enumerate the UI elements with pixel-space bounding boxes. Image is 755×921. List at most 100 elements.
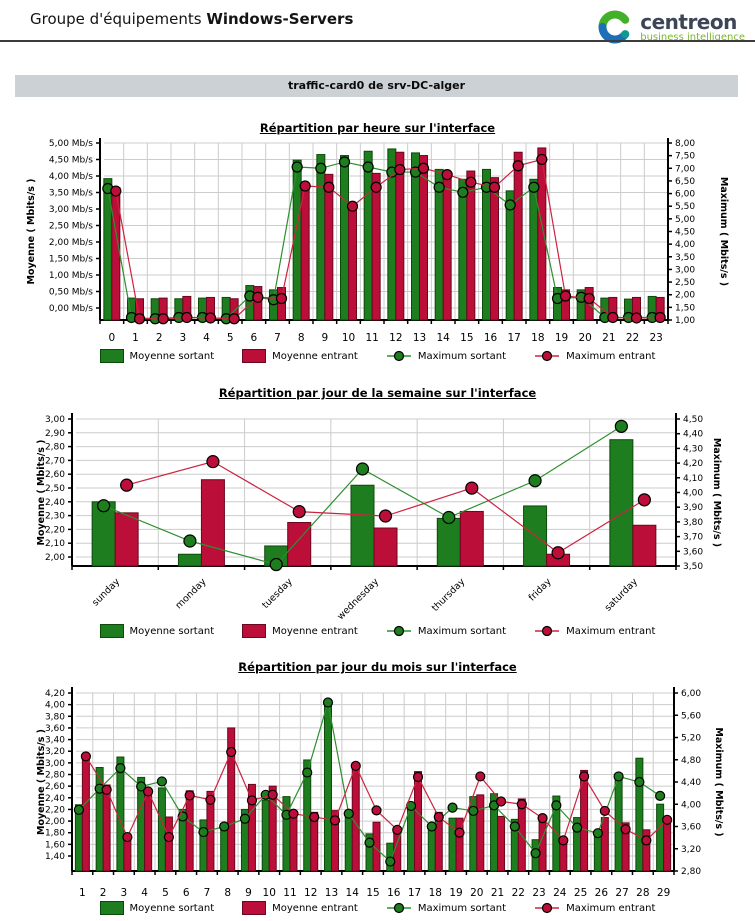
svg-text:3: 3 [179, 332, 186, 344]
svg-text:6,00: 6,00 [681, 689, 701, 699]
svg-text:7: 7 [204, 887, 211, 898]
svg-text:24: 24 [553, 887, 567, 898]
svg-text:4,50 Mb/s: 4,50 Mb/s [49, 156, 93, 166]
svg-text:27: 27 [615, 887, 628, 898]
svg-text:19: 19 [449, 887, 462, 898]
legend-label: Maximum entrant [566, 625, 656, 637]
svg-text:Maximum ( Mbits/s ): Maximum ( Mbits/s ) [713, 727, 724, 836]
logo-text: centreon business intelligence [640, 12, 745, 43]
svg-text:4,00: 4,00 [683, 489, 703, 499]
svg-text:2,50: 2,50 [675, 278, 695, 288]
legend-item-moyenne-entrant: Moyenne entrant [242, 901, 358, 915]
svg-text:29: 29 [657, 887, 670, 898]
svg-text:3,00: 3,00 [675, 265, 695, 275]
svg-text:2,20: 2,20 [45, 525, 65, 535]
svg-text:2,40: 2,40 [45, 498, 65, 508]
legend-line-icon [535, 350, 560, 362]
svg-text:5,20: 5,20 [681, 734, 701, 744]
svg-text:2,50 Mb/s: 2,50 Mb/s [49, 222, 93, 232]
svg-text:22: 22 [626, 332, 639, 344]
svg-text:Maximum ( Mbits/s ): Maximum ( Mbits/s ) [711, 438, 722, 547]
legend-label: Maximum sortant [417, 902, 507, 914]
svg-text:2,60: 2,60 [45, 782, 65, 792]
svg-text:2,20: 2,20 [45, 805, 65, 815]
svg-text:15: 15 [366, 887, 379, 898]
svg-text:7,00: 7,00 [675, 164, 695, 174]
svg-text:3,20: 3,20 [681, 845, 701, 855]
svg-text:16: 16 [387, 887, 401, 898]
svg-text:5,00: 5,00 [675, 215, 695, 225]
svg-text:1,50 Mb/s: 1,50 Mb/s [49, 255, 93, 265]
svg-text:3,80: 3,80 [683, 518, 703, 528]
svg-text:1,00: 1,00 [675, 316, 695, 326]
header-divider [0, 40, 755, 42]
logo-brand: centreon [640, 9, 737, 34]
legend-item-moyenne-entrant: Moyenne entrant [242, 349, 358, 363]
svg-text:21: 21 [602, 332, 615, 344]
svg-text:16: 16 [484, 332, 498, 344]
svg-text:3,00: 3,00 [45, 415, 65, 425]
svg-text:4,00 Mb/s: 4,00 Mb/s [49, 172, 93, 182]
chart-legend: Moyenne sortant Moyenne entrant Maximum so… [0, 624, 755, 638]
legend-item-maximum-sortant: Maximum sortant [386, 625, 506, 637]
svg-text:17: 17 [507, 332, 520, 344]
legend-label: Moyenne sortant [129, 902, 215, 914]
legend-line-icon [535, 902, 560, 914]
svg-text:monday: monday [174, 576, 209, 611]
svg-text:2,80: 2,80 [681, 867, 701, 877]
section-title-bar: traffic-card0 de srv-DC-alger [15, 75, 738, 97]
legend-swatch [242, 624, 267, 638]
svg-text:4,10: 4,10 [683, 474, 703, 484]
svg-text:12: 12 [389, 332, 402, 344]
svg-text:2,00 Mb/s: 2,00 Mb/s [49, 238, 93, 248]
svg-text:23: 23 [532, 887, 545, 898]
svg-text:6: 6 [250, 332, 257, 344]
svg-text:3,90: 3,90 [683, 503, 703, 513]
svg-text:1,60: 1,60 [45, 840, 65, 850]
legend-item-maximum-sortant: Maximum sortant [386, 902, 506, 914]
legend-line-icon [386, 902, 411, 914]
svg-text:wednesday: wednesday [335, 576, 381, 622]
svg-text:26: 26 [595, 887, 609, 898]
svg-text:17: 17 [408, 887, 421, 898]
svg-text:10: 10 [342, 332, 355, 344]
legend-label: Moyenne sortant [129, 350, 215, 362]
svg-text:2: 2 [156, 332, 163, 344]
svg-text:14: 14 [436, 332, 450, 344]
svg-text:0: 0 [108, 332, 115, 344]
svg-text:9: 9 [245, 887, 252, 898]
chart-hourly: 0,00 Mb/s 0,50 Mb/s 1,00 Mb/s 1,50 Mb/s 2,00… [26, 138, 729, 344]
legend-label: Moyenne sortant [129, 625, 215, 637]
legend-line-icon [386, 625, 411, 637]
legend-item-moyenne-entrant: Moyenne entrant [242, 624, 358, 638]
svg-text:3,70: 3,70 [683, 533, 703, 543]
legend-label: Maximum sortant [417, 350, 507, 362]
svg-text:22: 22 [512, 887, 525, 898]
legend-item-moyenne-sortant: Moyenne sortant [99, 349, 215, 363]
svg-text:sunday: sunday [90, 576, 122, 608]
svg-text:11: 11 [365, 332, 378, 344]
centreon-logo: centreon business intelligence [595, 6, 745, 48]
svg-text:4,40: 4,40 [681, 778, 701, 788]
svg-text:13: 13 [413, 332, 426, 344]
svg-text:4,30: 4,30 [683, 444, 703, 454]
chart-title-monthday: Répartition par jour du mois sur l'inter… [238, 660, 517, 674]
section-title: traffic-card0 de srv-DC-alger [287, 79, 466, 92]
legend-item-maximum-entrant: Maximum entrant [534, 625, 655, 637]
svg-text:8,00: 8,00 [675, 139, 695, 149]
svg-text:7: 7 [274, 332, 281, 344]
svg-text:3,50: 3,50 [675, 253, 695, 263]
svg-text:Maximum ( Mbits/s ): Maximum ( Mbits/s ) [718, 177, 729, 286]
svg-text:28: 28 [636, 887, 649, 898]
svg-text:4,50: 4,50 [683, 415, 703, 425]
chart-monthly: 1,401,601,802,002,202,402,602,803,003,20… [36, 687, 724, 898]
svg-text:4,00: 4,00 [681, 800, 701, 810]
svg-text:5: 5 [162, 887, 169, 898]
svg-text:5,50: 5,50 [675, 202, 695, 212]
legend-swatch [99, 901, 124, 915]
svg-text:5,00 Mb/s: 5,00 Mb/s [49, 139, 93, 149]
legend-label: Maximum entrant [566, 902, 656, 914]
svg-text:3,60: 3,60 [681, 823, 701, 833]
svg-text:12: 12 [304, 887, 317, 898]
svg-text:10: 10 [263, 887, 276, 898]
